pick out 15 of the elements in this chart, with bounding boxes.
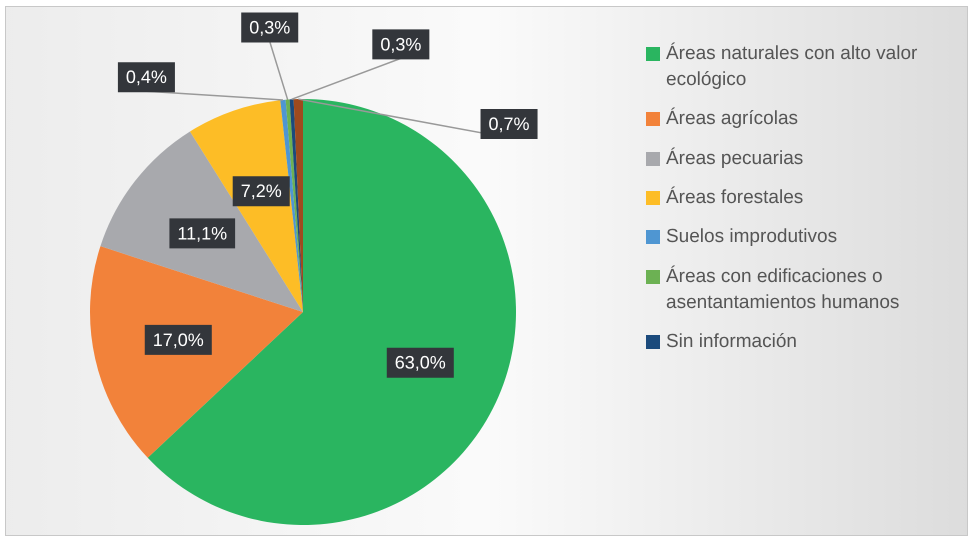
legend-label: Áreas agrícolas bbox=[666, 106, 798, 132]
legend-label: Suelos improdutivos bbox=[666, 225, 838, 250]
legend-label: Áreas forestales bbox=[666, 186, 804, 210]
legend-label: Áreas pecuarias bbox=[666, 146, 804, 171]
data-label: 0,7% bbox=[488, 114, 530, 134]
data-label: 17,0% bbox=[152, 330, 204, 350]
legend-label: Sin información bbox=[666, 330, 797, 354]
data-label: 0,3% bbox=[380, 34, 422, 54]
data-label: 0,3% bbox=[249, 17, 290, 38]
data-label: 7,2% bbox=[240, 181, 282, 202]
data-label: 0,4% bbox=[126, 67, 167, 88]
data-label: 63,0% bbox=[394, 352, 446, 373]
legend-label: Áreas con edificaciones o asentantamientos humanos bbox=[666, 264, 900, 315]
data-label: 11,1% bbox=[177, 223, 228, 244]
legend-label: Áreas naturales con alto valor ecológico bbox=[666, 42, 918, 92]
